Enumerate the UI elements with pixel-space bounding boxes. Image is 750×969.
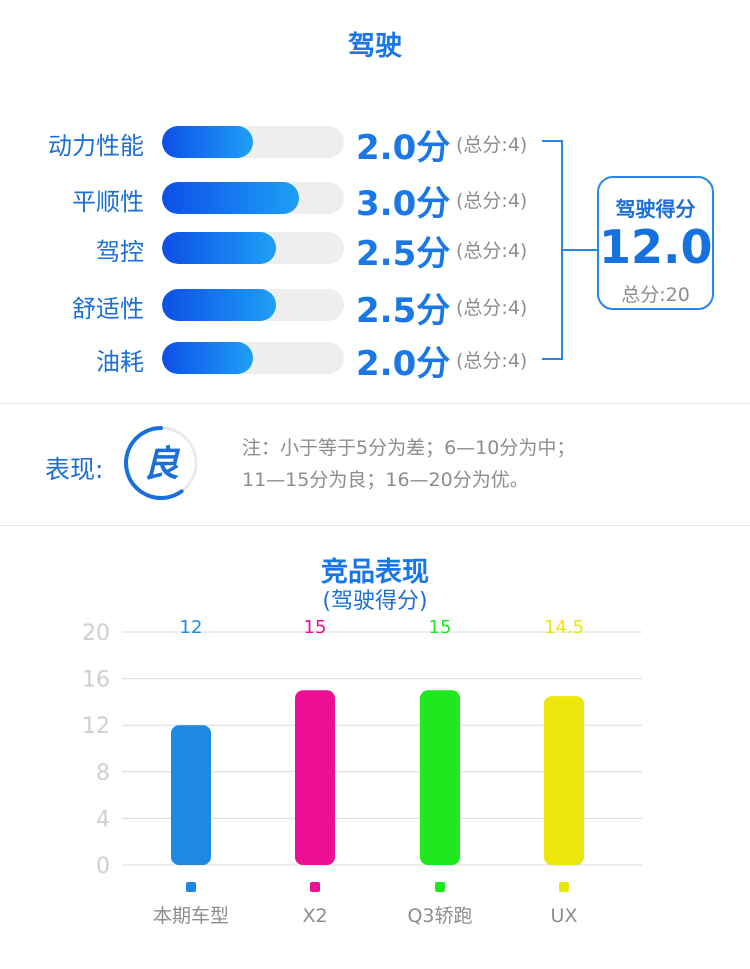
total-score-label: 驾驶得分 — [615, 197, 696, 221]
y-tick-label: 8 — [96, 761, 110, 786]
metric-bar-track — [162, 182, 344, 214]
y-tick-label: 0 — [96, 854, 110, 879]
bar — [420, 690, 460, 865]
metric-max: (总分:4) — [456, 297, 528, 319]
bar-value-label: 15 — [429, 617, 452, 638]
total-score-box: 驾驶得分 12.0 总分:20 — [597, 176, 714, 310]
rating-ring: 良 — [124, 426, 198, 500]
metric-max: (总分:4) — [456, 134, 528, 156]
bar-value-label: 14.5 — [544, 617, 584, 638]
metric-score: 2.0分 — [356, 344, 451, 384]
x-tick-label: X2 — [302, 905, 327, 927]
bar-value-label: 15 — [304, 617, 327, 638]
x-tick-label: 本期车型 — [153, 905, 229, 927]
bar — [544, 696, 584, 865]
legend-marker — [559, 882, 569, 892]
y-tick-label: 16 — [82, 668, 110, 693]
metric-label: 油耗 — [96, 348, 144, 376]
metric-max: (总分:4) — [456, 350, 528, 372]
x-tick-label: UX — [551, 905, 578, 927]
metric-bar-fill — [162, 342, 253, 374]
metric-bar-fill — [162, 232, 276, 264]
bracket-connector — [542, 140, 598, 360]
rating-arc — [124, 426, 184, 500]
metric-bar-track — [162, 232, 344, 264]
total-score-max: 总分:20 — [621, 284, 690, 306]
metric-max: (总分:4) — [456, 240, 528, 262]
chart-subtitle: (驾驶得分) — [322, 589, 428, 614]
note-line-1: 注：小于等于5分为差；6—10分为中； — [242, 437, 576, 459]
metric-bar-fill — [162, 126, 253, 158]
metric-bar-track — [162, 289, 344, 321]
metric-bar-track — [162, 342, 344, 374]
bar-value-label: 12 — [180, 617, 203, 638]
rating-text: 良 — [143, 444, 181, 485]
metric-label: 舒适性 — [72, 295, 144, 323]
note-line-2: 11—15分为良；16—20分为优。 — [242, 469, 529, 491]
metric-label: 驾控 — [96, 238, 144, 266]
y-tick-label: 12 — [82, 714, 110, 739]
x-tick-label: Q3轿跑 — [407, 905, 472, 927]
divider — [0, 403, 750, 404]
y-tick-label: 20 — [82, 621, 110, 646]
metric-score: 2.0分 — [356, 128, 451, 168]
y-tick-label: 4 — [96, 807, 110, 832]
bar-chart: 0 4 8 12 16 20 12 本期车型 15 X2 15 Q3轿跑 14.5 UX — [82, 617, 642, 927]
metric-bar-track — [162, 126, 344, 158]
divider — [0, 525, 750, 526]
metric-label: 平顺性 — [72, 188, 144, 216]
metric-score: 2.5分 — [356, 291, 451, 331]
metric-max: (总分:4) — [456, 190, 528, 212]
metric-score: 3.0分 — [356, 184, 451, 224]
metric-score: 2.5分 — [356, 234, 451, 274]
total-score-value: 12.0 — [599, 220, 713, 274]
bar — [171, 725, 211, 865]
chart-title: 竞品表现 — [321, 557, 429, 588]
legend-marker — [310, 882, 320, 892]
metric-bar-fill — [162, 289, 276, 321]
performance-label: 表现: — [45, 455, 104, 484]
legend-marker — [435, 882, 445, 892]
legend-marker — [186, 882, 196, 892]
bar — [295, 690, 335, 865]
metric-label: 动力性能 — [48, 132, 144, 160]
section-title-driving: 驾驶 — [348, 31, 402, 62]
metric-bar-fill — [162, 182, 299, 214]
